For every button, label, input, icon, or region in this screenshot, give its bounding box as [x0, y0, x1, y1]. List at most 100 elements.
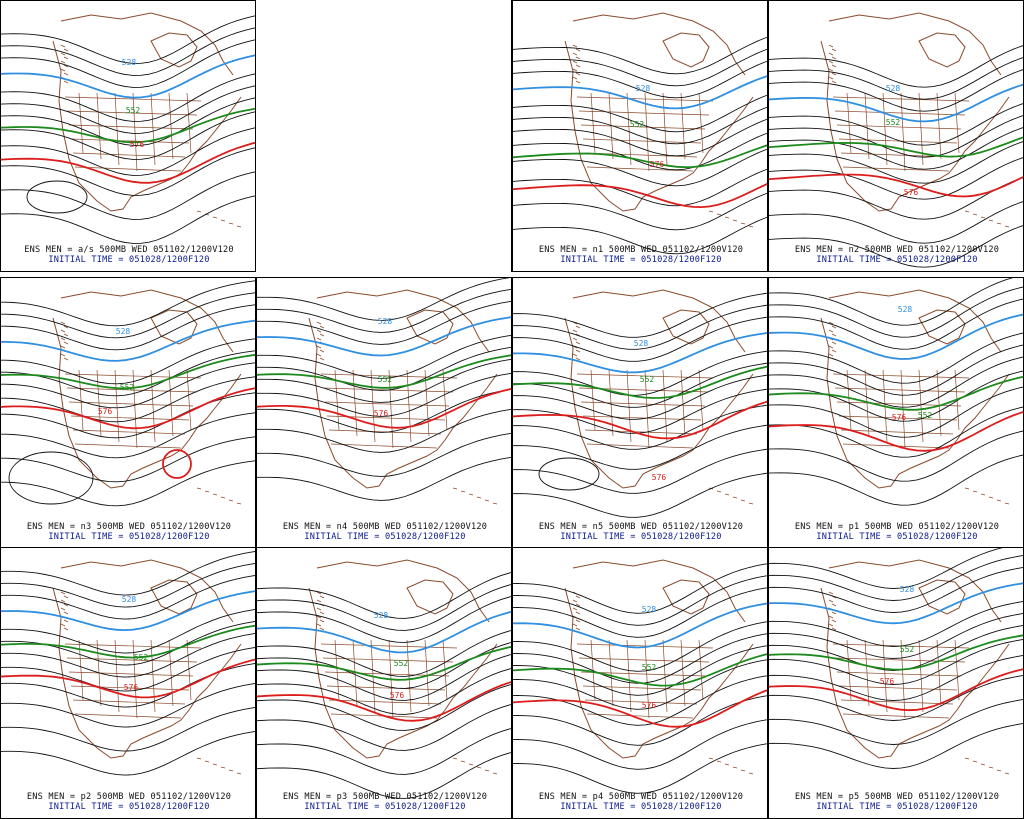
coast-detail [575, 56, 581, 60]
contour-label-528: 528 [374, 611, 389, 620]
coast-detail [828, 345, 834, 349]
height-contour [513, 743, 767, 794]
island [708, 210, 714, 213]
map-p4: 528 552 576 [513, 559, 767, 794]
island [1004, 772, 1010, 775]
height-contour [257, 278, 511, 321]
height-contours: 528 552 576 [1, 15, 255, 244]
height-contour [769, 201, 1023, 244]
height-contour [257, 388, 511, 433]
state-line [352, 369, 358, 437]
coast-detail [828, 591, 834, 595]
state-line [168, 92, 174, 160]
caption-n4: ENS MEN = n4 500MB WED 051102/1200V120 [282, 522, 488, 532]
state-line [322, 657, 454, 663]
hudson-bay [662, 32, 710, 68]
state-line [66, 657, 198, 663]
coast-detail [319, 349, 325, 353]
contour-552 [257, 645, 511, 681]
coast-detail [828, 44, 834, 48]
contour-label-576: 576 [98, 407, 113, 416]
state-line [662, 92, 668, 166]
coast-detail [316, 615, 322, 619]
state-line [168, 369, 174, 437]
height-contour [769, 225, 1023, 268]
state-line [918, 369, 924, 443]
hudson-bay [406, 579, 454, 615]
island [212, 493, 218, 496]
island [980, 493, 986, 496]
height-contour [769, 298, 1023, 350]
northern-coast [828, 12, 1002, 76]
coastline [308, 587, 498, 759]
height-contour [1, 412, 255, 459]
contour-576 [513, 183, 767, 209]
coast-detail [316, 353, 322, 357]
contour-528 [513, 602, 767, 649]
state-line [68, 671, 194, 677]
contour-528 [769, 582, 1023, 625]
state-line [96, 369, 102, 437]
height-contour [1, 97, 255, 146]
coast-detail [316, 321, 322, 325]
coast-detail [572, 60, 578, 64]
island [980, 763, 986, 766]
height-contours: 528 552 576 [513, 563, 767, 794]
state-line [72, 699, 186, 705]
state-line [114, 369, 120, 443]
coast-detail [63, 333, 69, 337]
contour-label-528: 528 [378, 317, 393, 326]
closed-contour [26, 180, 88, 214]
coast-detail [575, 595, 581, 599]
state-line [626, 639, 632, 713]
state-line [840, 429, 954, 435]
coast-detail [572, 329, 578, 333]
state-line [186, 369, 192, 431]
contour-528 [513, 332, 767, 374]
contour-label-576: 576 [374, 409, 389, 418]
state-line [114, 92, 120, 166]
state-line [846, 639, 852, 701]
height-contour [1, 707, 255, 752]
state-line [882, 92, 888, 166]
height-contour [513, 60, 767, 99]
contour-label-552: 552 [900, 645, 915, 654]
contour-576 [769, 173, 1023, 198]
caption-n1: ENS MEN = n1 500MB WED 051102/1200V120 [538, 245, 744, 255]
state-line [840, 699, 954, 705]
coast-detail [319, 611, 325, 615]
contour-label-576: 576 [892, 413, 907, 422]
island [468, 763, 474, 766]
coast-detail [63, 595, 69, 599]
contour-label-528: 528 [122, 595, 137, 604]
coast-detail [575, 80, 581, 84]
island [220, 219, 226, 222]
contour-576 [1, 387, 255, 430]
contour-552 [1, 107, 255, 144]
state-line [644, 369, 650, 449]
contour-552 [769, 634, 1023, 671]
height-contour [769, 555, 1023, 601]
panel-p1: 528 552 576 ENS MEN = p1 500MB WED 051102/… [768, 277, 1024, 549]
coast-detail [572, 599, 578, 603]
height-contour [769, 406, 1023, 458]
height-contour [769, 548, 1003, 589]
initial-time-as: INITIAL TIME = 051028/1200F120 [48, 255, 210, 265]
height-contour [513, 563, 767, 614]
contour-576 [1, 141, 255, 184]
state-line [580, 671, 706, 677]
state-line [584, 429, 698, 435]
map-p1: 528 552 576 [769, 278, 1023, 506]
height-contour [1, 73, 255, 122]
state-line [838, 138, 958, 144]
state-line [578, 657, 710, 663]
state-line [406, 369, 412, 443]
height-contour [769, 177, 1023, 220]
height-contour [513, 374, 767, 420]
height-contour [513, 36, 767, 75]
hudson-bay [918, 32, 966, 68]
state-line [74, 713, 182, 719]
coast-detail [828, 329, 834, 333]
contour-576 [1, 658, 255, 699]
state-line [330, 443, 438, 449]
